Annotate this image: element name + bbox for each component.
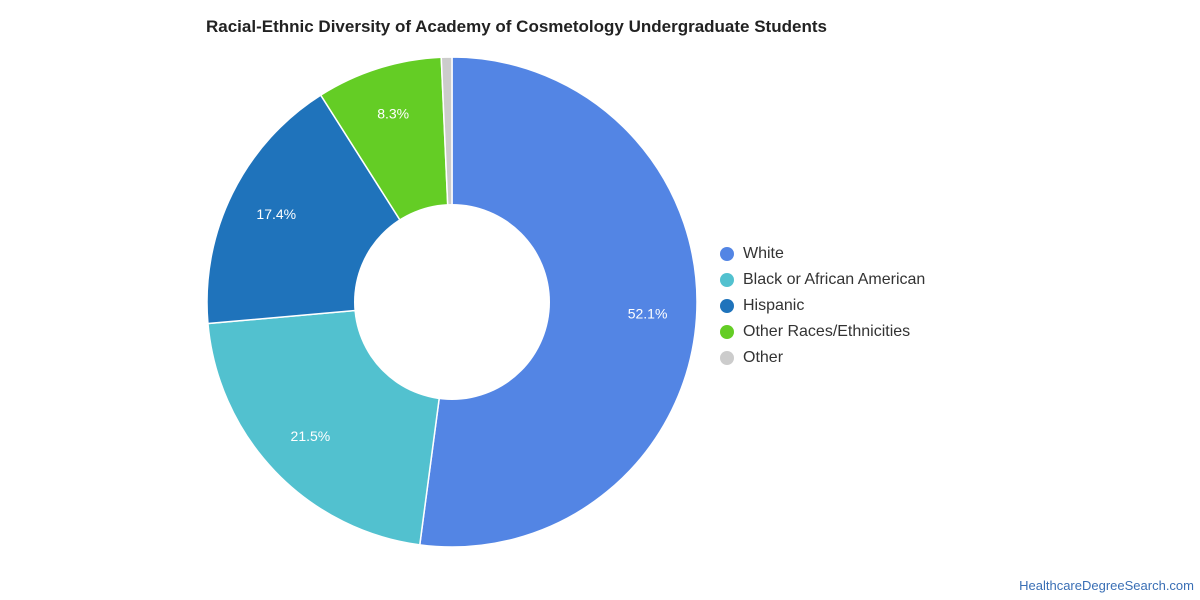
legend-swatch — [720, 325, 734, 339]
legend-swatch — [720, 247, 734, 261]
slice-value-label: 21.5% — [291, 428, 331, 444]
chart-legend: White Black or African American Hispanic Ot… — [720, 241, 925, 371]
legend-label: Other — [743, 349, 784, 366]
donut-slice-white[interactable] — [418, 56, 698, 548]
legend-item[interactable]: Black or African American — [720, 267, 925, 293]
legend-item[interactable]: Other Races/Ethnicities — [720, 319, 925, 345]
donut-slice-labels: 52.1% 21.5% 17.4% 8.3% — [256, 106, 667, 444]
source-credit-link[interactable]: HealthcareDegreeSearch.com — [1019, 578, 1194, 593]
slice-value-label: 8.3% — [377, 106, 409, 122]
legend-item[interactable]: Other — [720, 345, 925, 371]
legend-label: Hispanic — [743, 297, 805, 314]
legend-label: White — [743, 245, 784, 262]
donut-hole — [354, 204, 550, 400]
legend-swatch — [720, 299, 734, 313]
chart-title: Racial-Ethnic Diversity of Academy of Co… — [206, 17, 827, 36]
legend-item[interactable]: White — [720, 241, 925, 267]
slice-value-label: 52.1% — [628, 306, 668, 322]
legend-swatch — [720, 273, 734, 287]
legend-label: Other Races/Ethnicities — [743, 323, 911, 340]
legend-swatch — [720, 351, 734, 365]
slice-value-label: 17.4% — [256, 206, 296, 222]
legend-item[interactable]: Hispanic — [720, 293, 925, 319]
legend-label: Black or African American — [743, 271, 926, 288]
